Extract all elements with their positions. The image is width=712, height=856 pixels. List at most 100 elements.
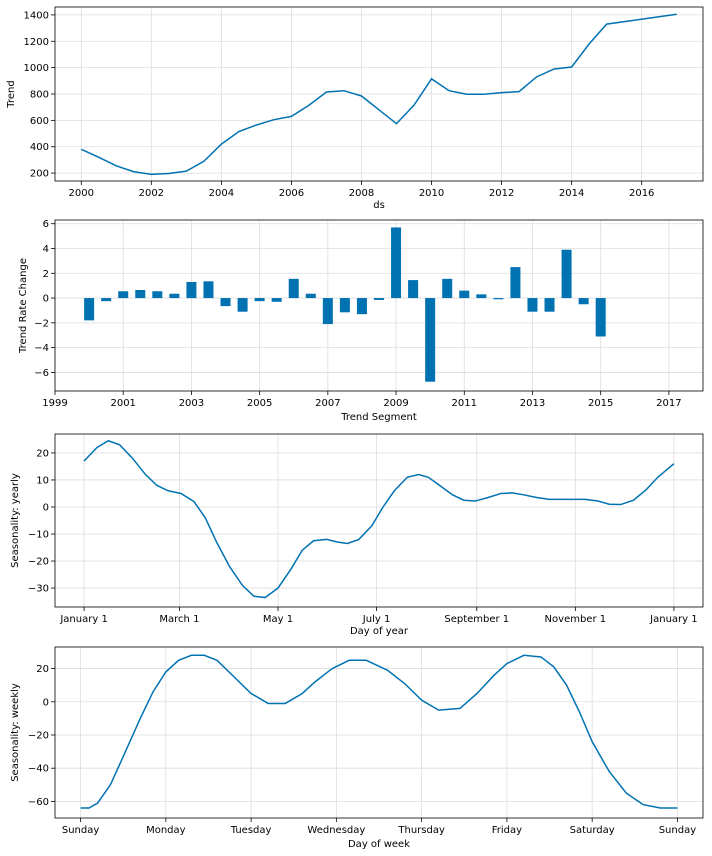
x-tick-label: 2005 bbox=[247, 398, 272, 409]
y-tick-label: 0 bbox=[43, 294, 49, 305]
y-tick-label: 2 bbox=[43, 269, 49, 280]
y-tick-label: −10 bbox=[28, 530, 49, 541]
x-tick-label: 2004 bbox=[209, 188, 234, 199]
x-tick-label: Monday bbox=[146, 825, 186, 836]
bar bbox=[169, 293, 180, 299]
x-tick-label: January 1 bbox=[59, 614, 107, 625]
y-tick-label: −4 bbox=[34, 343, 49, 354]
x-tick-label: 2008 bbox=[349, 188, 374, 199]
bar bbox=[356, 298, 367, 315]
plot-frame bbox=[54, 433, 704, 608]
y-tick-label: 400 bbox=[30, 142, 49, 153]
x-tick-label: 2007 bbox=[315, 398, 340, 409]
bar bbox=[305, 293, 316, 299]
bar bbox=[84, 298, 95, 321]
x-tick-label: Friday bbox=[492, 825, 522, 836]
bar bbox=[237, 298, 248, 312]
bar bbox=[595, 298, 606, 337]
bar bbox=[374, 298, 384, 300]
bar bbox=[322, 298, 333, 325]
x-tick-label: 2003 bbox=[179, 398, 204, 409]
y-tick-label: −20 bbox=[28, 557, 49, 568]
x-tick-label: 2006 bbox=[279, 188, 304, 199]
x-tick-label: May 1 bbox=[263, 614, 293, 625]
y-tick-label: 0 bbox=[43, 502, 49, 513]
bar bbox=[135, 290, 146, 299]
x-tick-label: July 1 bbox=[362, 614, 391, 625]
bar bbox=[220, 298, 231, 307]
y-tick-label: −20 bbox=[28, 730, 49, 741]
y-axis-label: Seasonality: weekly bbox=[10, 683, 21, 782]
bar bbox=[152, 291, 163, 299]
y-tick-label: 20 bbox=[36, 664, 49, 675]
x-tick-label: Sunday bbox=[62, 825, 99, 836]
y-tick-label: −30 bbox=[28, 584, 49, 595]
x-tick-label: Sunday bbox=[659, 825, 696, 836]
series-line bbox=[80, 13, 677, 176]
x-tick-label: Tuesday bbox=[230, 825, 272, 836]
bar bbox=[339, 298, 350, 313]
plot-frame bbox=[54, 219, 704, 392]
x-tick-label: Saturday bbox=[570, 825, 615, 836]
bar bbox=[118, 291, 129, 299]
x-tick-label: 2013 bbox=[520, 398, 545, 409]
x-tick-label: January 1 bbox=[649, 614, 697, 625]
y-tick-label: 0 bbox=[43, 697, 49, 708]
x-tick-label: 2012 bbox=[489, 188, 514, 199]
bar bbox=[271, 298, 282, 302]
x-tick-label: 2009 bbox=[383, 398, 408, 409]
y-tick-label: 6 bbox=[43, 219, 49, 230]
y-tick-label: 20 bbox=[36, 448, 49, 459]
y-tick-label: −40 bbox=[28, 764, 49, 775]
y-axis-label: Seasonality: yearly bbox=[10, 473, 21, 568]
y-tick-label: −2 bbox=[34, 318, 49, 329]
yearly-seasonality-panel: January 1 March 1 May 1 July 1 September 1 No… bbox=[10, 433, 704, 637]
y-tick-label: −6 bbox=[34, 368, 49, 379]
x-tick-label: 2017 bbox=[656, 398, 681, 409]
bar bbox=[459, 290, 470, 299]
y-tick-label: 1000 bbox=[24, 63, 49, 74]
x-axis-label: Day of year bbox=[350, 626, 409, 637]
x-axis-label: Day of week bbox=[348, 839, 410, 850]
x-tick-label: Wednesday bbox=[307, 825, 365, 836]
bar bbox=[561, 249, 572, 299]
y-tick-label: 800 bbox=[30, 90, 49, 101]
bar bbox=[578, 298, 589, 305]
y-tick-label: 1400 bbox=[24, 10, 49, 21]
bar bbox=[544, 298, 555, 312]
bar bbox=[254, 298, 265, 302]
x-tick-label: November 1 bbox=[545, 614, 607, 625]
series-line bbox=[80, 654, 678, 809]
bar bbox=[408, 280, 419, 299]
series-line bbox=[83, 439, 675, 599]
y-axis-label: Trend Rate Change bbox=[18, 258, 29, 354]
weekly-seasonality-panel: Sunday Monday Tuesday Wednesday Thursday Frid… bbox=[10, 646, 704, 850]
x-tick-label: 2001 bbox=[110, 398, 135, 409]
y-tick-label: 4 bbox=[43, 244, 49, 255]
x-axis-label: ds bbox=[373, 200, 385, 211]
bar bbox=[476, 294, 487, 299]
bar bbox=[288, 278, 299, 299]
bar bbox=[203, 281, 214, 299]
bar bbox=[510, 267, 521, 299]
x-tick-label: 2016 bbox=[629, 188, 654, 199]
plot-frame bbox=[54, 646, 704, 819]
x-tick-label: 2015 bbox=[588, 398, 613, 409]
x-tick-label: September 1 bbox=[444, 614, 509, 625]
bar bbox=[186, 281, 197, 299]
y-tick-label: 1200 bbox=[24, 37, 49, 48]
x-tick-label: 2011 bbox=[452, 398, 477, 409]
x-tick-label: March 1 bbox=[159, 614, 199, 625]
x-tick-label: 2000 bbox=[69, 188, 94, 199]
bar bbox=[493, 298, 504, 300]
trend-panel: 2000 2002 2004 2006 2008 2010 2012 2014 2016 200 4… bbox=[6, 6, 704, 211]
x-tick-label: 2002 bbox=[139, 188, 164, 199]
bar bbox=[101, 298, 112, 302]
y-tick-label: 200 bbox=[30, 169, 49, 180]
x-tick-label: 2014 bbox=[559, 188, 584, 199]
x-tick-label: 2010 bbox=[419, 188, 444, 199]
bar bbox=[391, 227, 402, 299]
x-axis-label: Trend Segment bbox=[340, 412, 417, 423]
x-tick-label: Thursday bbox=[397, 825, 445, 836]
